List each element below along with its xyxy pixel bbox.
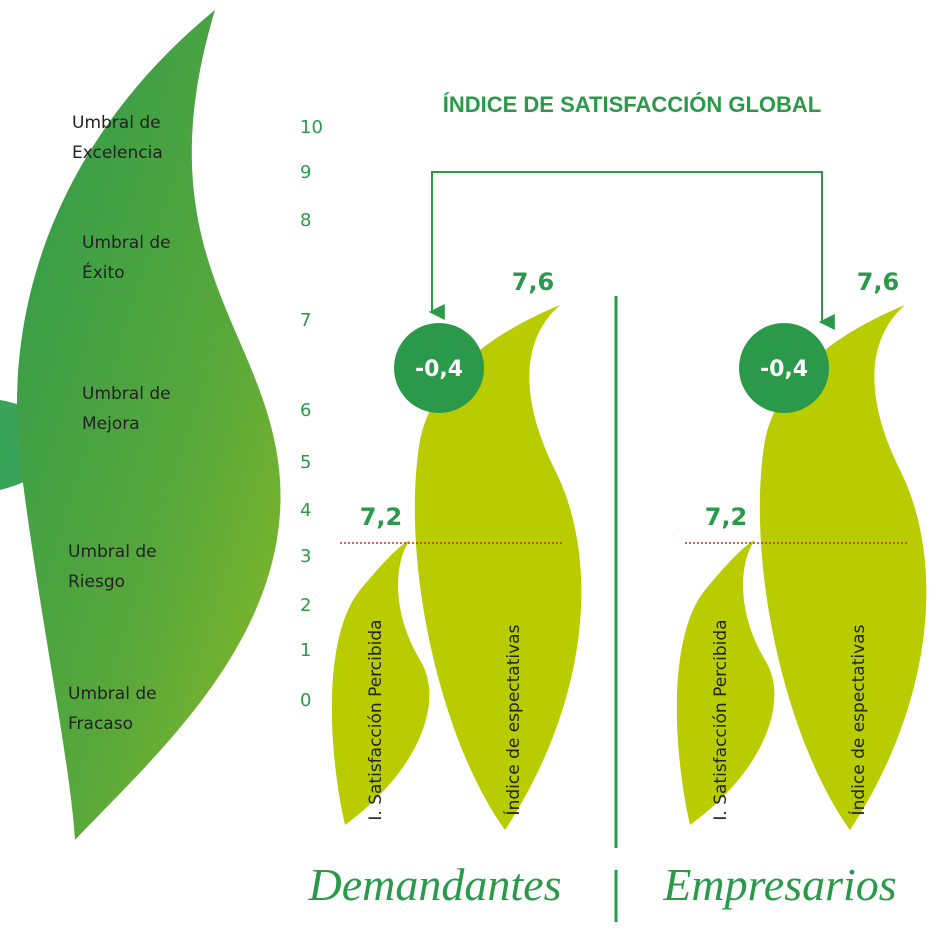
threshold-label: Riesgo xyxy=(68,572,125,592)
group: -0,4 7,6 7,2 I. Satisfacción Percibida Índic… xyxy=(308,268,582,910)
threshold-label: Fracaso xyxy=(68,714,133,734)
group-name: Demandantes xyxy=(308,859,562,910)
gap-value: -0,4 xyxy=(760,357,808,382)
big-leaf xyxy=(16,10,281,840)
scale-number: 2 xyxy=(300,595,311,616)
expectations-label: Índice de espectativas xyxy=(502,624,524,815)
scale-number: 7 xyxy=(300,310,311,331)
bracket xyxy=(428,171,835,330)
satisfaction-label: I. Satisfacción Percibida xyxy=(711,619,731,820)
satisfaction-value: 7,2 xyxy=(705,503,748,531)
scale-number: 8 xyxy=(300,210,311,231)
scale-number: 0 xyxy=(300,690,311,711)
scale-number: 1 xyxy=(300,640,311,661)
threshold-label: Umbral de xyxy=(82,384,171,404)
threshold-label: Umbral de xyxy=(68,542,157,562)
title: ÍNDICE DE SATISFACCIÓN GLOBAL xyxy=(443,92,822,117)
threshold-label: Umbral de xyxy=(82,233,171,253)
satisfaction-label: I. Satisfacción Percibida xyxy=(366,619,386,820)
scale-number: 6 xyxy=(300,400,311,421)
threshold-label: Excelencia xyxy=(72,143,163,163)
expectations-value: 7,6 xyxy=(512,268,555,296)
expectations-value: 7,6 xyxy=(857,268,900,296)
threshold-label: Umbral de xyxy=(72,113,161,133)
gap-circle xyxy=(739,323,829,413)
expectations-flame xyxy=(759,305,927,830)
scale-number: 5 xyxy=(300,452,311,473)
threshold-label: Umbral de xyxy=(68,684,157,704)
group-name: Empresarios xyxy=(662,859,896,910)
gap-value: -0,4 xyxy=(415,357,463,382)
scale-number: 4 xyxy=(300,500,311,521)
satisfaction-flame xyxy=(331,540,430,825)
gap-circle xyxy=(394,323,484,413)
threshold-label: Éxito xyxy=(82,261,125,283)
expectations-label: Índice de espectativas xyxy=(847,624,869,815)
scale-number: 9 xyxy=(300,162,311,183)
scale-number: 10 xyxy=(300,117,323,138)
expectations-flame xyxy=(414,305,582,830)
satisfaction-value: 7,2 xyxy=(360,503,403,531)
threshold-label: Mejora xyxy=(82,414,140,434)
group: -0,4 7,6 7,2 I. Satisfacción Percibida Índic… xyxy=(662,268,927,910)
satisfaction-flame xyxy=(676,540,775,825)
scale-number: 3 xyxy=(300,546,311,567)
